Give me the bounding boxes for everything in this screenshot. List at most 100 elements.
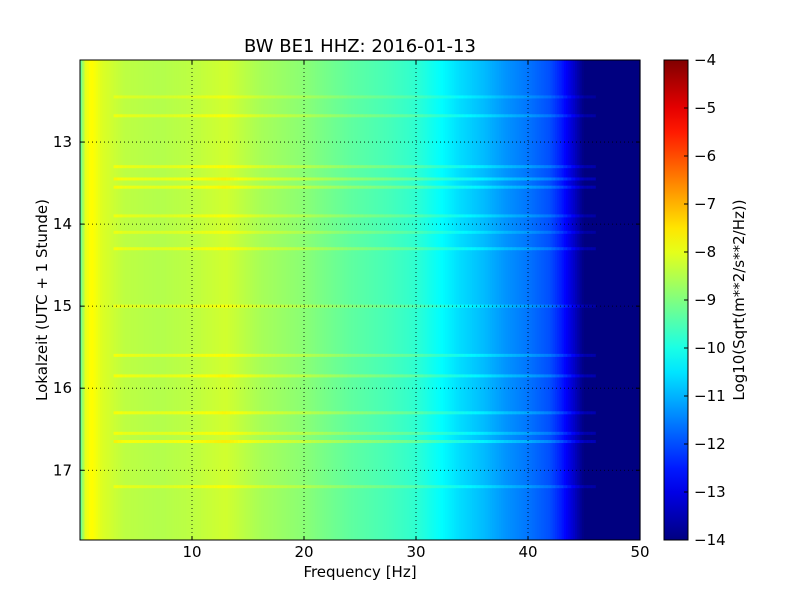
heatmap-band-segment — [555, 440, 560, 444]
heatmap-band-segment — [286, 353, 291, 357]
heatmap-band-segment — [370, 177, 376, 181]
heatmap-band-segment — [173, 165, 179, 169]
heatmap-band-segment — [466, 177, 472, 181]
heatmap-band-segment — [446, 411, 452, 415]
heatmap-band-segment — [169, 95, 175, 99]
heatmap-column — [624, 60, 628, 540]
heatmap-band-segment — [177, 440, 183, 444]
heatmap-band-segment — [482, 411, 488, 415]
heatmap-band-segment — [587, 230, 592, 234]
heatmap-band-segment — [334, 440, 339, 444]
heatmap-band-segment — [338, 185, 343, 189]
heatmap-band-segment — [125, 440, 131, 444]
heatmap-band-segment — [294, 247, 299, 251]
heatmap-band-segment — [522, 247, 528, 251]
heatmap-band-segment — [282, 485, 287, 489]
heatmap-band-segment — [382, 230, 388, 234]
heatmap-band-segment — [270, 177, 275, 181]
heatmap-band-segment — [446, 440, 452, 444]
heatmap-band-segment — [274, 165, 279, 169]
heatmap-band-segment — [129, 485, 135, 489]
heatmap-band-segment — [402, 411, 408, 415]
heatmap-band-segment — [526, 411, 532, 415]
heatmap-band-segment — [559, 485, 564, 489]
heatmap-band-segment — [330, 114, 335, 118]
heatmap-band-segment — [575, 165, 580, 169]
heatmap-band-segment — [502, 247, 508, 251]
heatmap-band-segment — [591, 95, 596, 99]
heatmap-band-segment — [575, 247, 580, 251]
heatmap-column — [480, 60, 484, 540]
heatmap-band-segment — [161, 440, 167, 444]
heatmap-band-segment — [583, 177, 588, 181]
heatmap-band-segment — [522, 353, 528, 357]
heatmap-band-segment — [201, 247, 207, 251]
heatmap-column — [384, 60, 388, 540]
heatmap-column — [205, 60, 209, 540]
heatmap-band-segment — [306, 95, 311, 99]
heatmap-band-segment — [358, 114, 364, 118]
heatmap-band-segment — [422, 431, 428, 435]
heatmap-band-segment — [306, 431, 311, 435]
heatmap-band-segment — [402, 165, 408, 169]
heatmap-band-segment — [370, 95, 376, 99]
heatmap-band-segment — [354, 431, 360, 435]
heatmap-band-segment — [366, 440, 372, 444]
heatmap-band-segment — [539, 440, 544, 444]
heatmap-band-segment — [205, 214, 211, 218]
heatmap-band-segment — [306, 185, 311, 189]
heatmap-band-segment — [563, 177, 568, 181]
heatmap-band-segment — [470, 353, 476, 357]
heatmap-band-segment — [539, 177, 544, 181]
heatmap-column — [449, 60, 453, 540]
heatmap-band-segment — [418, 411, 424, 415]
heatmap-band-segment — [522, 230, 528, 234]
heatmap-column — [274, 60, 278, 540]
heatmap-band-segment — [535, 247, 540, 251]
heatmap-band-segment — [193, 95, 199, 99]
heatmap-band-segment — [551, 177, 556, 181]
heatmap-band-segment — [510, 374, 516, 378]
heatmap-column — [131, 60, 135, 540]
heatmap-band-segment — [113, 353, 119, 357]
heatmap-band-segment — [185, 185, 191, 189]
heatmap-band-segment — [334, 177, 339, 181]
heatmap-column — [196, 60, 200, 540]
heatmap-band-segment — [478, 165, 484, 169]
heatmap-band-segment — [270, 431, 275, 435]
colorbar-ticks: −4−5−6−7−8−9−10−11−12−13−14 — [684, 51, 726, 549]
heatmap-column — [312, 60, 316, 540]
heatmap-band-segment — [382, 247, 388, 251]
heatmap-band-segment — [117, 185, 123, 189]
heatmap-band-segment — [197, 485, 203, 489]
heatmap-band-segment — [302, 214, 307, 218]
heatmap-band-segment — [454, 165, 460, 169]
grid-lines — [80, 60, 640, 540]
heatmap-band-segment — [559, 353, 564, 357]
heatmap-band-segment — [250, 353, 255, 357]
heatmap-column — [259, 60, 263, 540]
heatmap-band-segment — [193, 353, 199, 357]
heatmap-band-segment — [418, 214, 424, 218]
heatmap-band-segment — [390, 177, 396, 181]
heatmap-band-segment — [390, 165, 396, 169]
heatmap-band-segment — [414, 374, 420, 378]
x-tick-label: 20 — [294, 543, 313, 561]
heatmap-band-segment — [535, 230, 540, 234]
heatmap-band-segment — [378, 165, 384, 169]
heatmap-column — [610, 60, 614, 540]
heatmap-band-segment — [551, 440, 556, 444]
heatmap-band-segment — [466, 230, 472, 234]
heatmap-band-segment — [555, 304, 560, 308]
heatmap-column — [463, 60, 466, 540]
heatmap-band-segment — [181, 431, 187, 435]
heatmap-band-segment — [262, 431, 267, 435]
heatmap-band-segment — [571, 304, 576, 308]
heatmap-band-segment — [314, 95, 319, 99]
heatmap-band-segment — [410, 374, 416, 378]
heatmap-band-segment — [113, 185, 119, 189]
heatmap-band-segment — [169, 411, 175, 415]
heatmap-band-segment — [246, 185, 251, 189]
heatmap-band-segment — [193, 177, 199, 181]
